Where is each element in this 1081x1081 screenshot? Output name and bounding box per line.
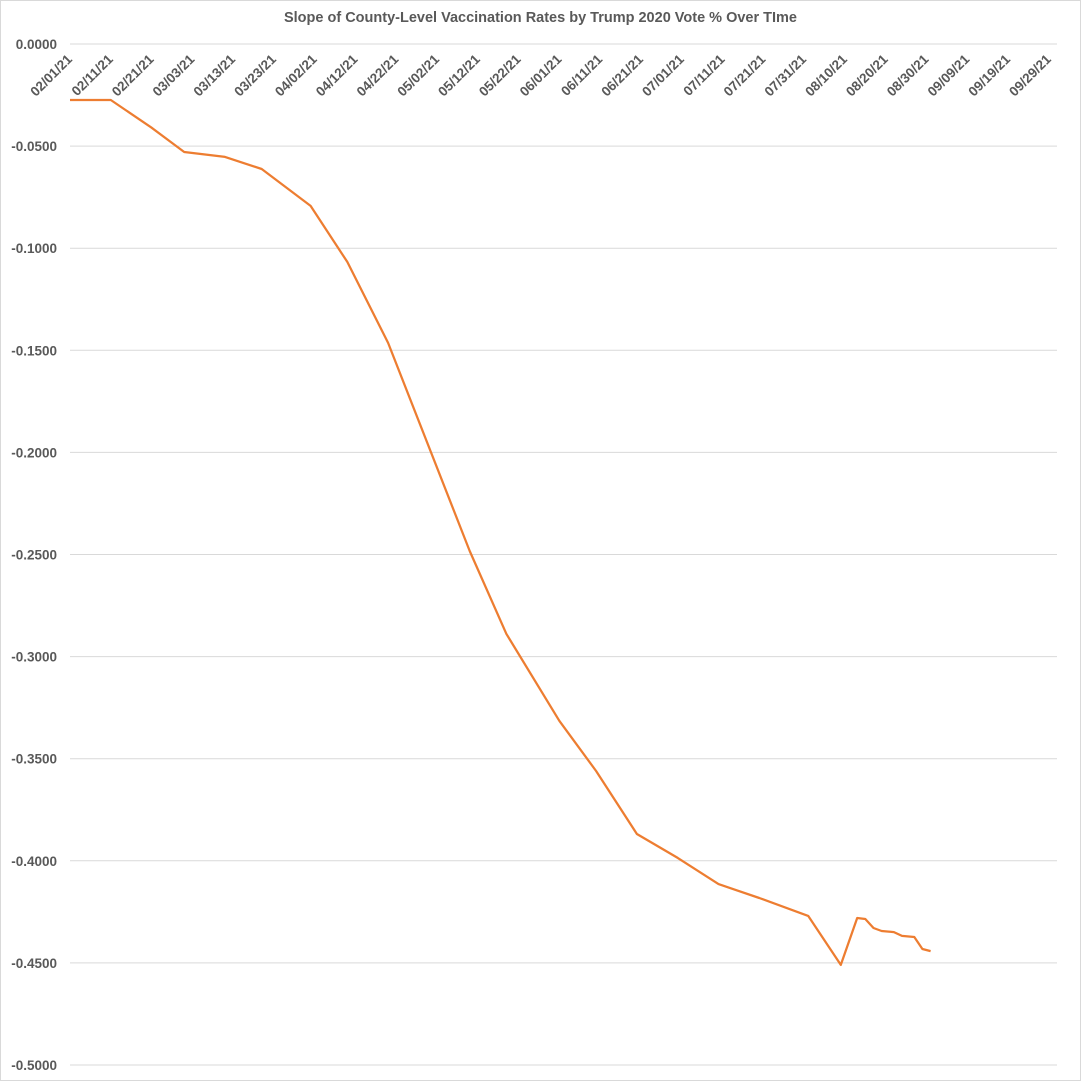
x-tick-label: 08/30/21 [884, 51, 932, 99]
x-tick-label: 04/12/21 [313, 51, 361, 99]
x-tick-label: 04/22/21 [354, 51, 402, 99]
x-tick-label: 06/21/21 [598, 51, 646, 99]
x-tick-label: 05/22/21 [476, 51, 524, 99]
x-tick-label: 09/29/21 [1006, 51, 1054, 99]
x-tick-label: 03/23/21 [231, 51, 279, 99]
x-tick-label: 07/21/21 [721, 51, 769, 99]
y-tick-label: -0.0500 [11, 139, 57, 154]
x-tick-label: 07/11/21 [680, 51, 728, 99]
x-tick-label: 05/12/21 [435, 51, 483, 99]
y-tick-label: -0.2000 [11, 445, 57, 460]
y-tick-label: -0.1000 [11, 241, 57, 256]
chart-title: Slope of County-Level Vaccination Rates … [283, 10, 797, 26]
x-tick-label: 06/01/21 [517, 51, 565, 99]
y-tick-label: 0.0000 [16, 37, 57, 52]
y-tick-label: -0.1500 [11, 343, 57, 358]
x-tick-label: 08/20/21 [843, 51, 891, 99]
x-tick-label: 05/02/21 [394, 51, 442, 99]
x-tick-label: 06/11/21 [558, 51, 606, 99]
y-tick-label: -0.4000 [11, 854, 57, 869]
y-tick-label: -0.2500 [11, 548, 57, 563]
x-tick-label: 04/02/21 [272, 51, 320, 99]
x-tick-label: 07/01/21 [639, 51, 687, 99]
x-tick-label: 02/21/21 [109, 51, 157, 99]
x-tick-label: 07/31/21 [761, 51, 809, 99]
x-tick-label: 03/03/21 [150, 51, 198, 99]
x-tick-label: 09/19/21 [965, 51, 1013, 99]
y-tick-label: -0.3000 [11, 650, 57, 665]
x-tick-label: 09/09/21 [925, 51, 973, 99]
series-line [70, 98, 931, 967]
y-tick-label: -0.3500 [11, 752, 57, 767]
y-tick-label: -0.5000 [11, 1058, 57, 1073]
x-tick-label: 08/10/21 [802, 51, 850, 99]
x-tick-label: 03/13/21 [190, 51, 238, 99]
y-tick-label: -0.4500 [11, 956, 57, 971]
x-tick-label: 02/01/21 [27, 51, 75, 99]
x-tick-label: 02/11/21 [69, 51, 117, 99]
